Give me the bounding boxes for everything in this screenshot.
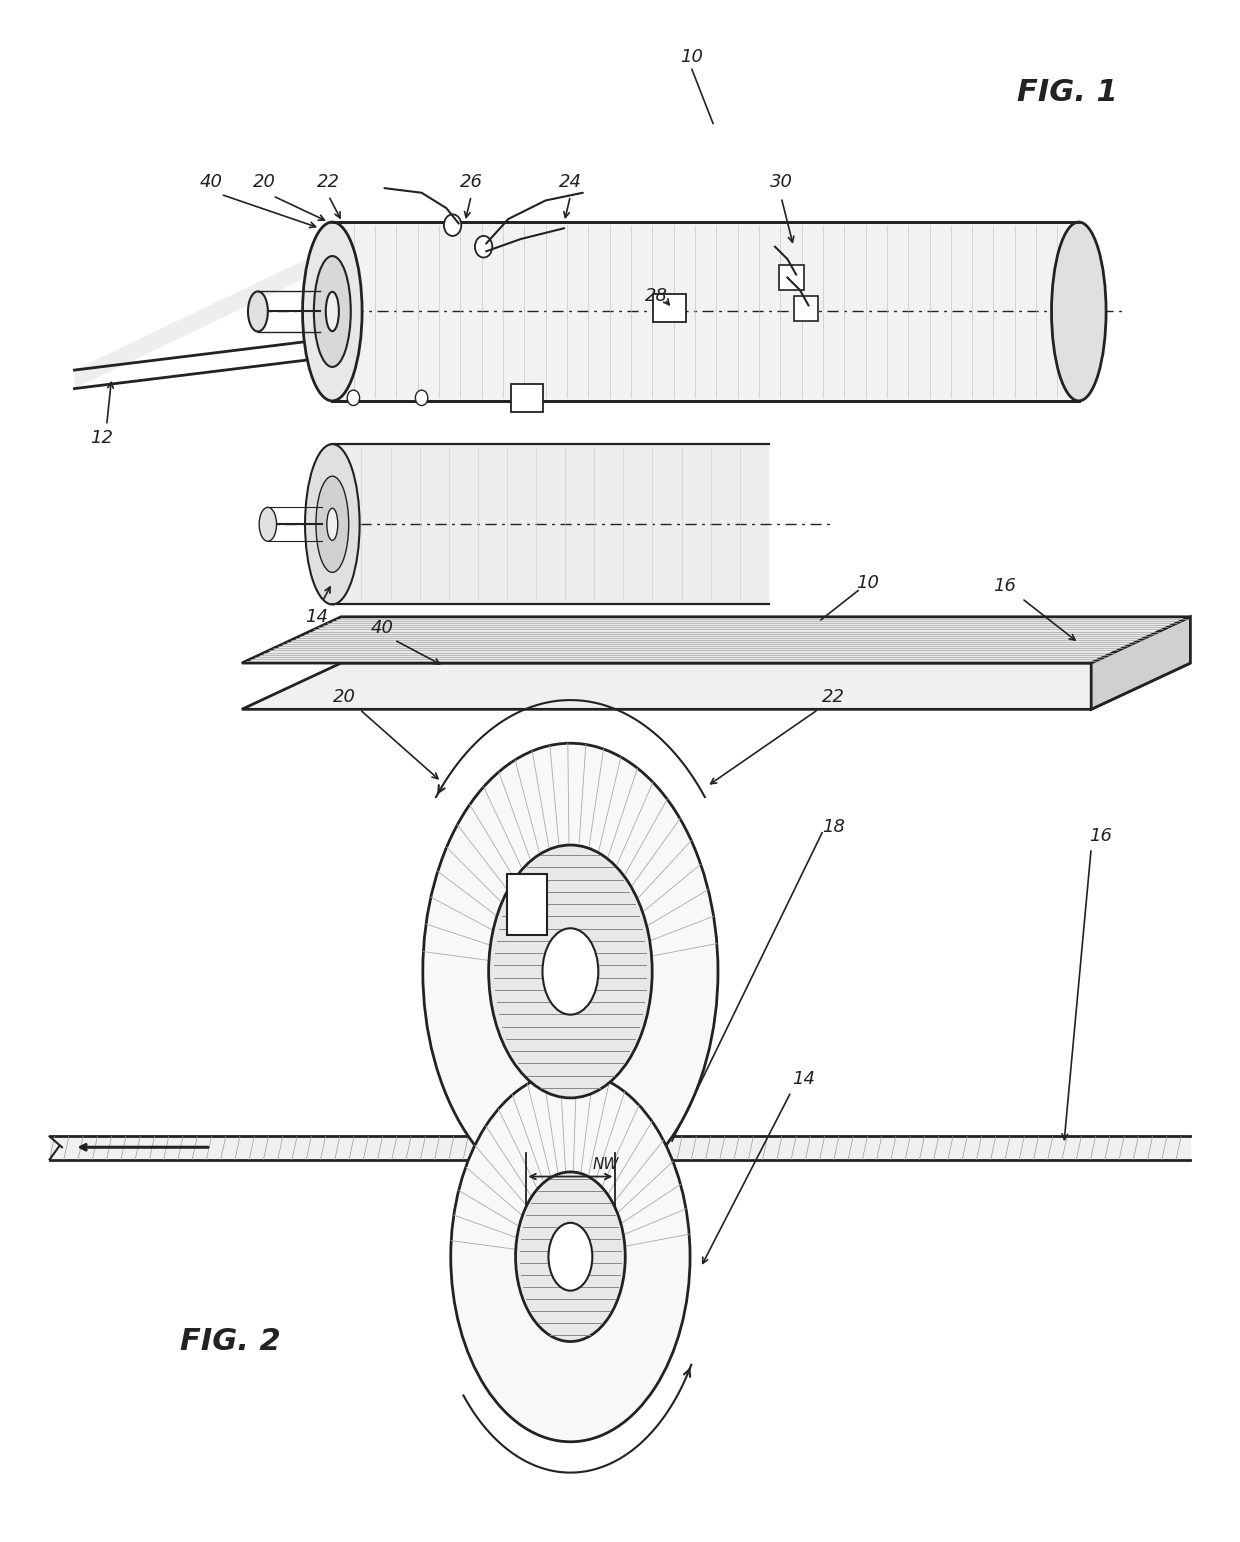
Ellipse shape [303,222,362,401]
Text: 12: 12 [91,429,113,447]
Polygon shape [242,663,1190,709]
Ellipse shape [548,1223,593,1291]
Text: NW: NW [593,1156,619,1172]
Text: 20: 20 [334,688,356,706]
Ellipse shape [248,291,268,332]
Polygon shape [507,874,547,936]
Text: 28: 28 [645,287,668,305]
Text: 30: 30 [770,173,792,191]
Polygon shape [779,265,804,290]
Polygon shape [1091,617,1190,709]
Text: 10: 10 [681,48,703,66]
Text: 40: 40 [200,173,222,191]
Polygon shape [332,222,1079,401]
Ellipse shape [347,390,360,406]
Polygon shape [74,247,1079,389]
Text: 16: 16 [1090,827,1112,845]
Polygon shape [332,444,769,604]
Ellipse shape [415,390,428,406]
Ellipse shape [305,444,360,604]
Polygon shape [794,296,818,321]
Ellipse shape [451,1072,689,1442]
Text: 14: 14 [792,1070,815,1089]
Ellipse shape [475,236,492,258]
Ellipse shape [327,509,337,540]
Ellipse shape [316,476,348,572]
Text: 40: 40 [371,618,393,637]
Text: FIG. 1: FIG. 1 [1017,79,1117,106]
Text: FIG. 2: FIG. 2 [180,1328,280,1355]
Ellipse shape [444,214,461,236]
Text: 14: 14 [305,608,327,626]
Polygon shape [653,295,686,322]
Text: 10: 10 [857,574,879,592]
Text: 20: 20 [253,173,275,191]
Text: 24: 24 [559,173,582,191]
Ellipse shape [1052,222,1106,401]
Ellipse shape [489,845,652,1098]
Text: 22: 22 [317,173,340,191]
Polygon shape [511,384,543,412]
Ellipse shape [542,928,599,1015]
Text: 18: 18 [822,817,844,836]
Text: 26: 26 [460,173,482,191]
Polygon shape [242,617,1190,663]
Ellipse shape [423,743,718,1200]
Text: 16: 16 [993,577,1016,595]
Ellipse shape [516,1172,625,1342]
Ellipse shape [326,291,339,332]
Ellipse shape [259,507,277,541]
Text: 22: 22 [822,688,844,706]
Ellipse shape [314,256,351,367]
